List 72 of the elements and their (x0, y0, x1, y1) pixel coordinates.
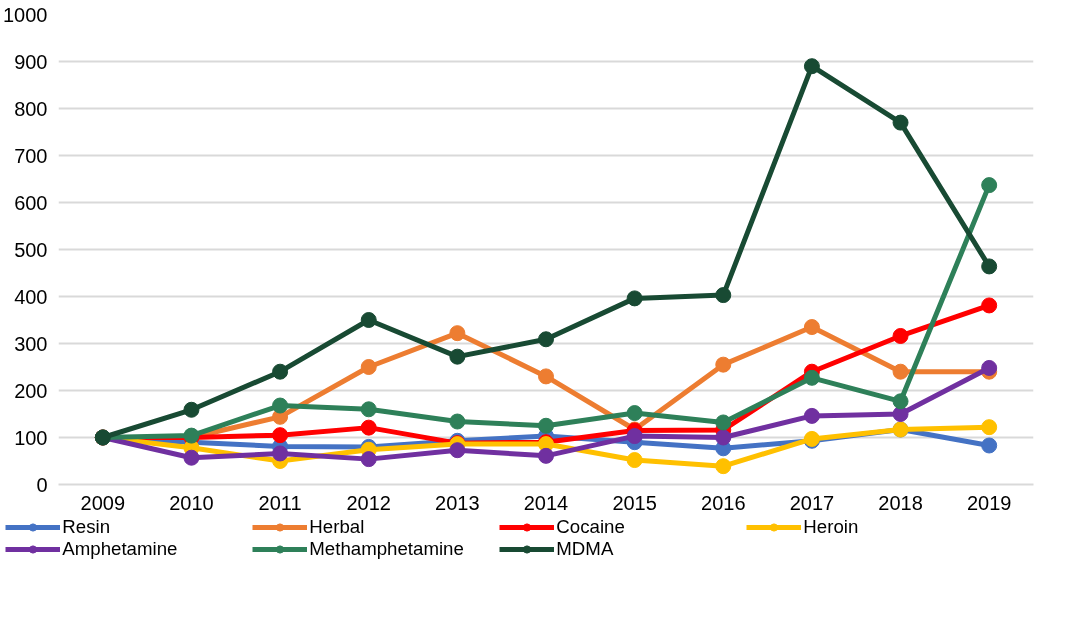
x-tick-label: 2009 (80, 491, 126, 514)
x-tick-label: 2017 (789, 491, 835, 514)
y-tick-label: 200 (14, 379, 48, 402)
point (449, 348, 466, 365)
point (715, 458, 732, 475)
point (538, 368, 554, 385)
point (715, 429, 732, 446)
legend-label: MDMA (556, 538, 615, 560)
point (360, 312, 377, 328)
point (626, 290, 643, 307)
point (981, 177, 998, 194)
legend-label: Methamphetamine (309, 538, 465, 560)
x-tick-label: 2013 (435, 491, 480, 514)
point (538, 417, 554, 434)
point (981, 437, 998, 454)
y-tick-label: 700 (14, 144, 48, 167)
x-tick-label: 2012 (346, 491, 391, 514)
point (272, 363, 289, 380)
point (981, 419, 998, 436)
point (803, 319, 820, 336)
point (715, 414, 732, 431)
legend-label: Amphetamine (62, 538, 179, 560)
point (892, 393, 909, 410)
point (803, 58, 820, 75)
legend-label: Cocaine (556, 516, 626, 538)
point (449, 413, 466, 430)
point (715, 287, 732, 304)
point (183, 401, 200, 418)
y-tick-label: 300 (14, 332, 48, 355)
legend-label: Resin (62, 516, 112, 538)
point (892, 327, 909, 344)
y-tick-label: 800 (14, 97, 48, 120)
point (981, 258, 998, 275)
point (981, 297, 998, 314)
x-tick-label: 2010 (169, 491, 214, 514)
y-tick-label: 100 (14, 426, 48, 449)
x-tick-label: 2018 (878, 491, 923, 514)
legend-label: Heroin (803, 516, 860, 538)
point (272, 445, 289, 462)
point (715, 356, 732, 373)
point (892, 363, 909, 380)
point (892, 406, 909, 422)
point (538, 331, 554, 348)
y-tick-label: 900 (14, 50, 48, 73)
point (272, 397, 289, 414)
x-tick-label: 2019 (966, 491, 1012, 514)
x-tick-label: 2014 (523, 491, 569, 514)
point (272, 427, 289, 444)
y-tick-label: 0 (36, 473, 48, 496)
point (538, 447, 554, 464)
point (449, 325, 466, 342)
y-tick-label: 400 (14, 285, 48, 308)
point (360, 359, 377, 375)
point (981, 359, 998, 376)
point (360, 419, 377, 436)
point (360, 401, 377, 418)
point (360, 451, 377, 468)
x-tick-label: 2011 (258, 491, 302, 514)
x-tick-label: 2015 (612, 491, 657, 514)
legend-label: Herbal (309, 516, 366, 538)
y-tick-label: 500 (14, 238, 48, 261)
y-tick-label: 1000 (3, 3, 48, 26)
point (803, 369, 820, 386)
point (892, 114, 909, 131)
y-tick-label: 600 (14, 191, 48, 214)
point (626, 452, 643, 469)
point (183, 449, 200, 466)
x-tick-label: 2016 (701, 491, 746, 514)
point (626, 405, 643, 422)
point (449, 442, 466, 459)
point (626, 428, 643, 445)
point (803, 407, 820, 424)
